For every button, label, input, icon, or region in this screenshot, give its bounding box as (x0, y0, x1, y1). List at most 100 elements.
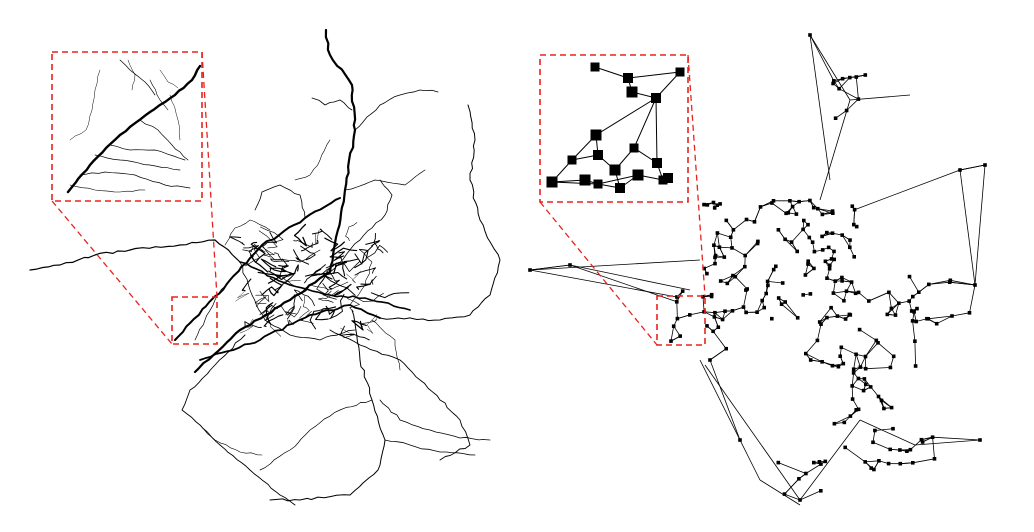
graph-node (863, 460, 867, 464)
graph-node (835, 314, 840, 318)
edge-122-137 (888, 292, 892, 309)
inset-road-5 (69, 184, 146, 193)
inset-edge-24 (627, 71, 681, 79)
city-street-24 (258, 230, 278, 249)
edge-53-59 (784, 239, 798, 252)
graph-node (876, 394, 881, 399)
edge-111-129 (865, 340, 877, 357)
edge-209-210 (838, 77, 851, 89)
edge-116-123 (805, 340, 818, 354)
graph-node (833, 279, 837, 283)
edge-125-136 (833, 290, 847, 294)
graph-node (762, 305, 766, 310)
city-street-66 (328, 279, 340, 290)
graph-node (958, 168, 962, 172)
inset-graph-node (593, 179, 603, 189)
road-22 (349, 249, 373, 306)
graph-node (843, 317, 848, 321)
city-street-78 (235, 290, 250, 302)
city-street-2 (322, 283, 337, 300)
road-10 (311, 97, 353, 111)
edge-207-212 (855, 76, 859, 100)
inset-frame (51, 51, 203, 202)
graph-node (839, 345, 844, 350)
zoom-connector-bottom (51, 200, 173, 345)
graph-node (715, 203, 719, 207)
city-street-21 (324, 237, 345, 252)
graph-node (830, 363, 835, 368)
edge-4-109 (756, 300, 763, 313)
road-1 (174, 197, 341, 341)
edge-134-133 (914, 341, 916, 367)
city-street-87 (325, 305, 336, 319)
edge-183-189 (872, 430, 876, 443)
inset-road-1 (79, 171, 191, 189)
city-street-44 (340, 327, 356, 339)
graph-node (718, 279, 723, 283)
edge-20-94 (720, 275, 734, 282)
city-street-59 (239, 318, 254, 334)
graph-node (797, 199, 801, 204)
edge-235-154 (529, 269, 677, 298)
edge-65-92 (733, 219, 747, 231)
graph-node (730, 246, 734, 250)
road-15 (259, 399, 373, 471)
city-street-17 (293, 289, 315, 307)
graph-node (831, 81, 835, 86)
graph-node (840, 279, 844, 283)
edge-151-157 (676, 301, 678, 319)
graph-node (680, 289, 685, 293)
graph-node (831, 211, 835, 215)
inset-road-4 (139, 119, 189, 161)
road-24 (294, 139, 331, 181)
long-edge-5 (809, 34, 851, 101)
city-street-77 (273, 252, 282, 261)
graph-node (827, 266, 832, 271)
edge-133-194 (912, 320, 916, 342)
graph-node (887, 290, 891, 295)
road-0 (193, 28, 357, 374)
city-street-88 (333, 261, 348, 275)
graph-node (671, 324, 676, 328)
city-street-60 (262, 247, 275, 258)
city-street-11 (309, 308, 324, 330)
graph-node (741, 305, 746, 309)
city-street-73 (279, 258, 288, 276)
graph-node (862, 377, 867, 381)
graph-node (738, 438, 742, 442)
graph-node (812, 266, 816, 271)
graph-node (912, 310, 916, 314)
graph-node (819, 462, 823, 466)
edge-124-143 (819, 307, 832, 323)
graph-node (872, 467, 876, 472)
city-street-39 (354, 248, 369, 269)
edge-72-94 (732, 266, 746, 276)
edge-239-208 (809, 34, 835, 81)
road-17 (344, 169, 426, 191)
graph-node (967, 311, 972, 315)
graph-node (874, 338, 879, 343)
graph-node (798, 498, 802, 502)
city-street-70 (260, 226, 284, 243)
edge-233-228 (932, 437, 935, 459)
graph-node (702, 202, 706, 207)
graph-node (867, 299, 871, 303)
graph-node (856, 290, 861, 295)
graph-node (817, 460, 822, 464)
city-street-63 (322, 273, 356, 296)
graph-node (715, 231, 720, 235)
edge-122-117 (868, 291, 890, 302)
road-25 (371, 319, 401, 371)
graph-node (819, 489, 823, 493)
road-21 (224, 219, 271, 246)
inset-road-10 (127, 59, 136, 91)
graph-node (713, 310, 717, 315)
graph-node (888, 447, 892, 452)
graph-node (842, 298, 846, 303)
inset-edge-5 (633, 97, 657, 149)
road-9 (354, 89, 439, 131)
city-street-89 (333, 283, 352, 296)
long-edge-3 (699, 359, 761, 481)
graph-node (770, 201, 774, 205)
city-street-35 (356, 283, 371, 290)
